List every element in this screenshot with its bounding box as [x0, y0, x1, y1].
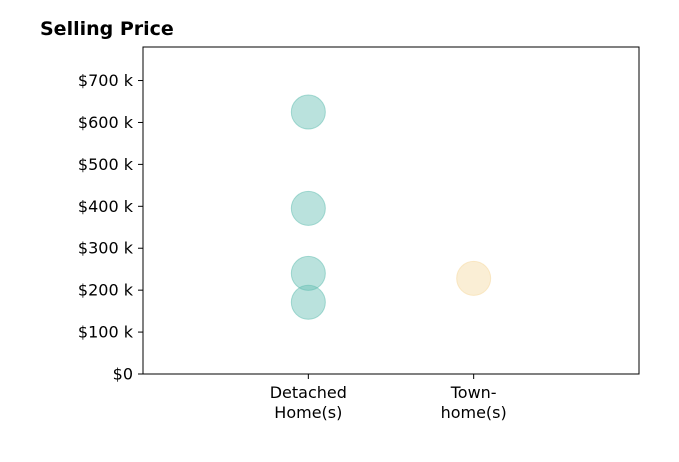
plot-area	[290, 94, 492, 320]
y-axis: $0 $100 k $200 k $300 k $400 k $500 k $600 k $7…	[78, 71, 143, 384]
y-tick-label: $700 k	[78, 71, 134, 90]
plot-frame	[142, 46, 640, 375]
y-tick-label: $500 k	[78, 155, 134, 174]
x-tick-label: home(s)	[441, 403, 507, 422]
chart-title: Selling Price	[40, 18, 174, 40]
x-tick-label: Home(s)	[274, 403, 342, 422]
y-tick-label: $100 k	[78, 323, 134, 342]
data-point	[290, 190, 326, 226]
data-point	[290, 255, 326, 291]
x-tick-label: Town-	[450, 383, 497, 402]
y-tick-label: $600 k	[78, 113, 134, 132]
data-point	[456, 260, 492, 296]
data-point	[290, 94, 326, 130]
x-tick-label: Detached	[270, 383, 347, 402]
y-tick-label: $0	[113, 365, 133, 384]
y-tick-label: $400 k	[78, 197, 134, 216]
y-tick-label: $200 k	[78, 281, 134, 300]
data-point	[290, 284, 326, 320]
y-tick-label: $300 k	[78, 239, 134, 258]
